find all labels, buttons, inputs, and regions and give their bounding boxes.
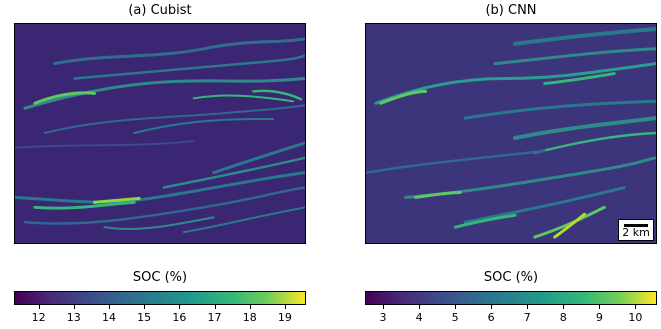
colorbar-b-label: SOC (%): [483, 270, 539, 285]
colorbar-tick: [73, 305, 75, 309]
colorbar-tick-label: 19: [277, 311, 292, 324]
colorbar-tick: [144, 305, 146, 309]
colorbar-tick-label: 9: [595, 311, 603, 324]
colorbar-tick: [527, 305, 529, 309]
colorbar-tick-label: 16: [172, 311, 187, 324]
colorbar-tick: [214, 305, 216, 309]
scale-bar: 2 km: [618, 219, 654, 241]
colorbar-tick: [599, 305, 601, 309]
colorbar-tick: [38, 305, 40, 309]
colorbar-a-label: SOC (%): [132, 270, 188, 285]
soc-map-cubist-svg: [15, 24, 305, 243]
scale-bar-label: 2 km: [622, 226, 650, 239]
colorbar-tick-label: 3: [379, 311, 387, 324]
colorbar-tick-label: 8: [559, 311, 567, 324]
colorbar-tick: [491, 305, 493, 309]
soc-map-cnn: 2 km: [365, 23, 657, 244]
colorbar-tick-label: 13: [66, 311, 81, 324]
colorbar-tick-label: 15: [137, 311, 152, 324]
soc-map-cnn-svg: [366, 24, 656, 243]
colorbar-tick: [108, 305, 110, 309]
colorbar-tick: [455, 305, 457, 309]
colorbar-tick: [284, 305, 286, 309]
panel-a-title: (a) Cubist: [128, 3, 192, 18]
colorbar-a-ticks: 12 13 14 15 16 17 18 19: [14, 305, 306, 327]
scale-bar-line: [624, 224, 648, 227]
colorbar-tick-label: 14: [101, 311, 116, 324]
colorbar-a: [14, 291, 306, 305]
colorbar-tick-label: 18: [242, 311, 257, 324]
colorbar-b: [365, 291, 657, 305]
colorbar-tick-label: 6: [487, 311, 495, 324]
colorbar-tick: [249, 305, 251, 309]
colorbar-tick-label: 10: [628, 311, 643, 324]
colorbar-b-ticks: 3 4 5 6 7 8 9 10: [365, 305, 657, 327]
colorbar-tick-label: 12: [31, 311, 46, 324]
panel-b-title: (b) CNN: [485, 3, 537, 18]
colorbar-tick-label: 4: [415, 311, 423, 324]
colorbar-tick: [179, 305, 181, 309]
colorbar-tick-label: 7: [523, 311, 531, 324]
colorbar-tick: [635, 305, 637, 309]
colorbar-tick: [383, 305, 385, 309]
colorbar-tick: [419, 305, 421, 309]
soc-map-cubist: [14, 23, 306, 244]
colorbar-tick: [563, 305, 565, 309]
colorbar-tick-label: 17: [207, 311, 222, 324]
colorbar-tick-label: 5: [451, 311, 459, 324]
